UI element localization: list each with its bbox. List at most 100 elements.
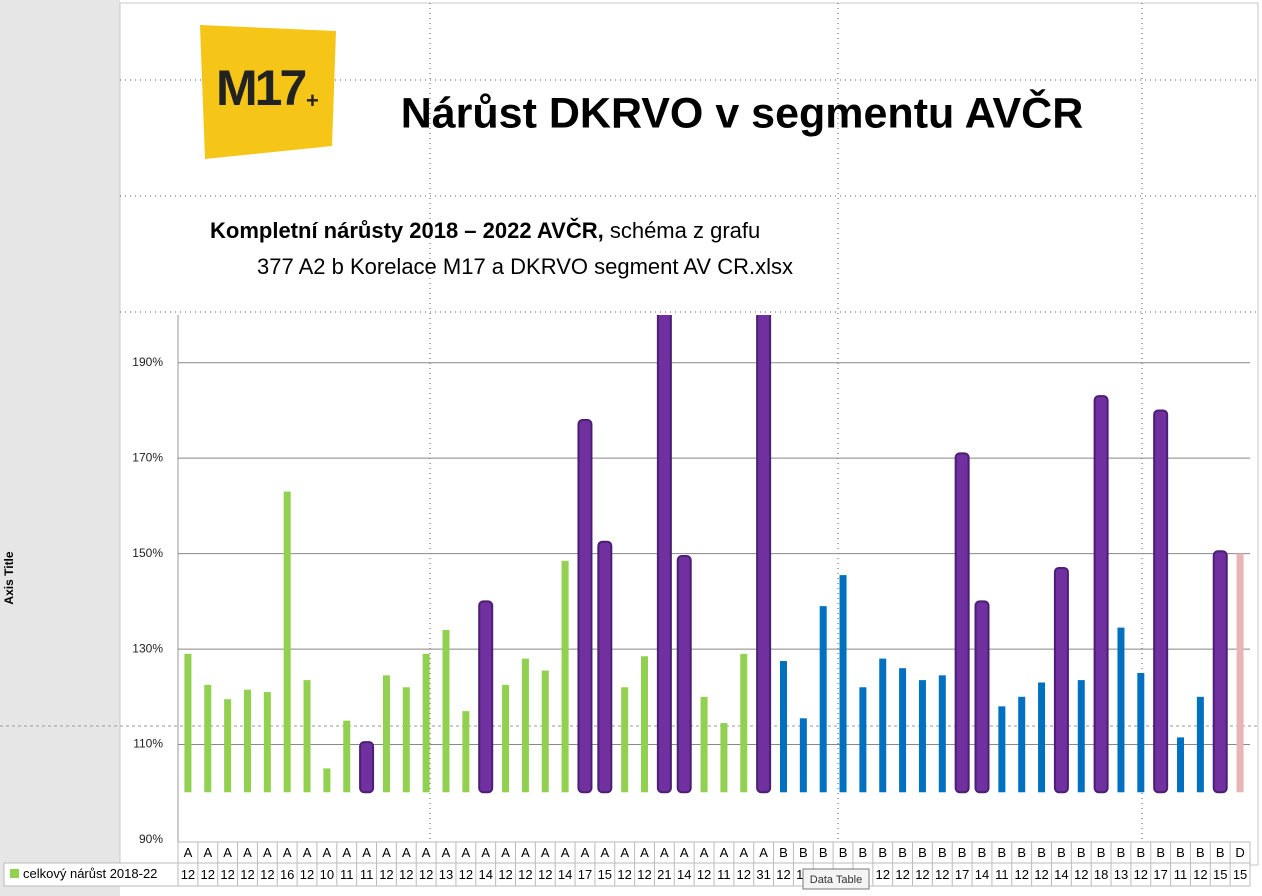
subtitle-line2: 377 A2 b Korelace M17 a DKRVO segment AV… xyxy=(257,254,793,279)
x-tick-label: A xyxy=(303,845,312,860)
logo: M17 xyxy=(216,60,305,116)
table-cell: 12 xyxy=(637,867,651,882)
x-tick-label: B xyxy=(839,845,848,860)
bar xyxy=(521,658,529,793)
table-cell: 12 xyxy=(220,867,234,882)
table-cell: 12 xyxy=(260,867,274,882)
table-cell: 17 xyxy=(1153,867,1167,882)
table-cell: 12 xyxy=(201,867,215,882)
bar xyxy=(954,452,970,794)
x-tick-label: A xyxy=(243,845,252,860)
table-cell: 12 xyxy=(419,867,433,882)
table-cell: 15 xyxy=(1213,867,1227,882)
bar xyxy=(918,680,926,793)
bar xyxy=(243,689,251,793)
x-tick-label: B xyxy=(938,845,947,860)
bar xyxy=(779,661,787,793)
table-cell: 12 xyxy=(399,867,413,882)
bar xyxy=(1153,409,1169,794)
x-tick-label: A xyxy=(462,845,471,860)
bar xyxy=(597,540,613,794)
x-tick-label: A xyxy=(223,845,232,860)
bar xyxy=(478,600,494,794)
bar xyxy=(382,675,390,793)
subtitle-bold: Kompletní nárůsty 2018 – 2022 AVČR, xyxy=(210,218,604,243)
x-tick-label: A xyxy=(323,845,332,860)
x-tick-label: B xyxy=(1037,845,1046,860)
table-cell: 14 xyxy=(975,867,989,882)
table-cell: 12 xyxy=(617,867,631,882)
x-tick-label: A xyxy=(561,845,570,860)
bar xyxy=(1077,680,1085,793)
table-cell: 12 xyxy=(240,867,254,882)
x-tick-label: B xyxy=(819,845,828,860)
logo-plus: + xyxy=(306,88,319,113)
bar xyxy=(1212,550,1228,794)
bar xyxy=(938,675,946,793)
table-cell: 11 xyxy=(360,867,374,882)
x-tick-label: B xyxy=(1156,845,1165,860)
bar xyxy=(819,606,827,793)
table-cell: 11 xyxy=(717,867,731,882)
table-cell: 21 xyxy=(657,867,671,882)
bar xyxy=(577,419,593,794)
x-tick-label: B xyxy=(859,845,868,860)
y-tick-label: 170% xyxy=(132,450,163,464)
x-tick-label: A xyxy=(581,845,590,860)
bar xyxy=(859,687,867,793)
x-tick-label: B xyxy=(978,845,987,860)
table-cell: 17 xyxy=(955,867,969,882)
side-panel xyxy=(0,0,120,896)
bar xyxy=(1093,395,1109,794)
bar xyxy=(1117,627,1125,793)
x-tick-label: B xyxy=(998,845,1007,860)
bar xyxy=(700,696,708,793)
x-tick-label: A xyxy=(342,845,351,860)
bar xyxy=(1038,682,1046,793)
table-cell: 12 xyxy=(300,867,314,882)
x-tick-label: A xyxy=(640,845,649,860)
bar xyxy=(462,711,470,793)
table-cell: 12 xyxy=(1034,867,1048,882)
bar xyxy=(998,706,1006,793)
table-cell: 14 xyxy=(478,867,492,882)
bar xyxy=(839,575,847,793)
y-tick-label: 150% xyxy=(132,546,163,560)
axis-title: Axis Title xyxy=(2,551,16,604)
legend-key xyxy=(10,869,19,878)
x-tick-label: A xyxy=(362,845,371,860)
y-tick-label: 190% xyxy=(132,355,163,369)
x-tick-label: B xyxy=(878,845,887,860)
x-tick-label: B xyxy=(1176,845,1185,860)
x-tick-label: B xyxy=(958,845,967,860)
bar xyxy=(263,692,271,793)
table-cell: 18 xyxy=(1094,867,1108,882)
subtitle-rest: schéma z grafu xyxy=(610,218,760,243)
table-cell: 15 xyxy=(1233,867,1247,882)
x-tick-label: A xyxy=(203,845,212,860)
table-cell: 12 xyxy=(1193,867,1207,882)
bar xyxy=(442,630,450,793)
x-tick-label: A xyxy=(660,845,669,860)
bar xyxy=(621,687,629,793)
bar xyxy=(184,653,192,793)
x-tick-label: A xyxy=(382,845,391,860)
table-cell: 13 xyxy=(439,867,453,882)
x-tick-label: B xyxy=(1077,845,1086,860)
title: Nárůst DKRVO v segmentu AVČR xyxy=(401,88,1084,137)
table-cell: 12 xyxy=(876,867,890,882)
bar xyxy=(676,555,692,794)
table-cell: 14 xyxy=(677,867,691,882)
table-cell: 12 xyxy=(181,867,195,882)
table-cell: 12 xyxy=(518,867,532,882)
bar xyxy=(422,653,430,793)
x-tick-label: D xyxy=(1235,845,1244,860)
legend-label: celkový nárůst 2018-22 xyxy=(23,866,157,881)
x-tick-label: A xyxy=(739,845,748,860)
subtitle: Kompletní nárůsty 2018 – 2022 AVČR, sché… xyxy=(210,218,760,243)
table-cell: 12 xyxy=(538,867,552,882)
bar xyxy=(799,718,807,793)
table-cell: 12 xyxy=(895,867,909,882)
table-cell: 12 xyxy=(379,867,393,882)
table-cell: 12 xyxy=(498,867,512,882)
